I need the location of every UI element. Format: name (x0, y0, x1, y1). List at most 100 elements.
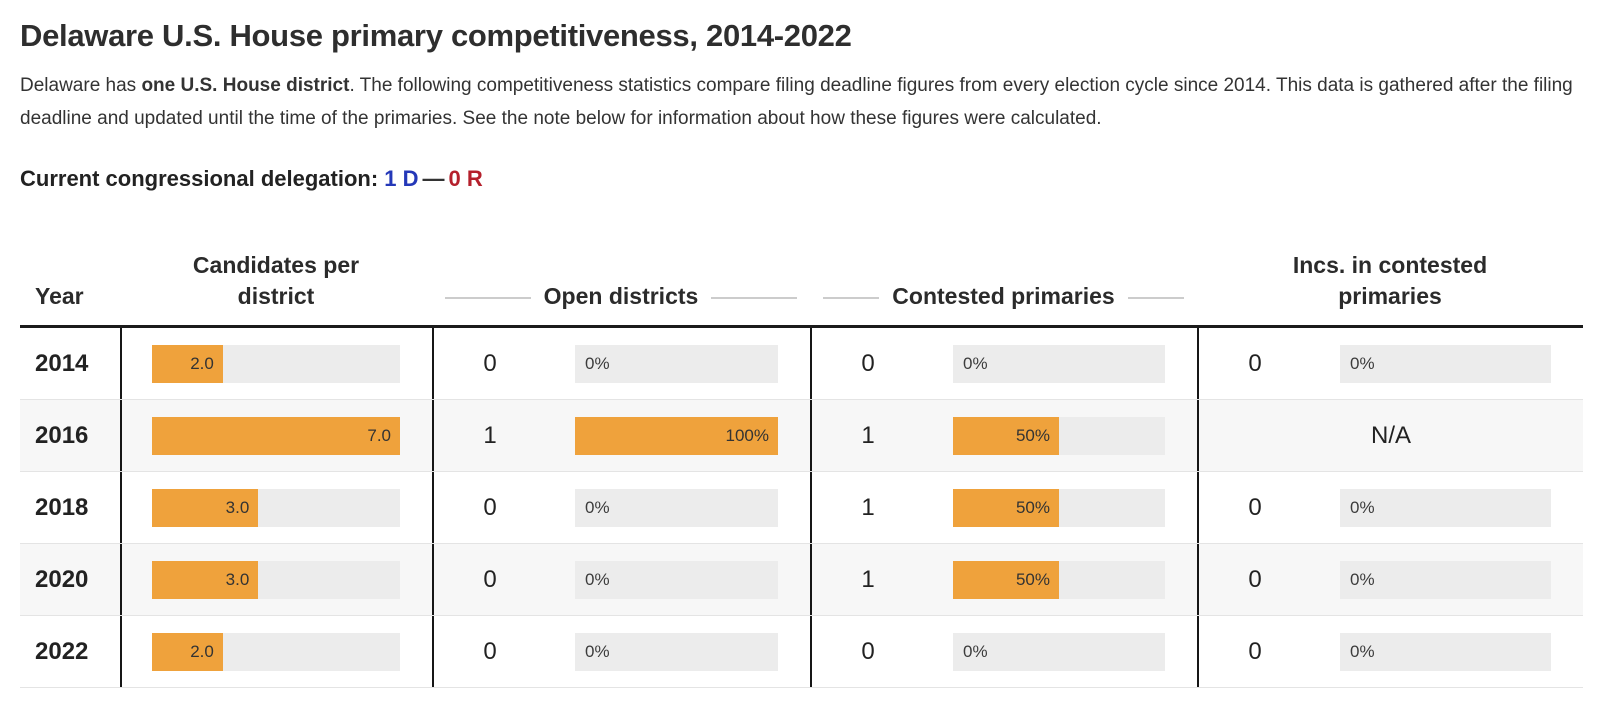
count-value: 0 (1248, 565, 1262, 593)
year-cell: 2022 (35, 637, 89, 665)
header-year: Year (35, 283, 84, 309)
bar-fill: 100% (575, 416, 778, 455)
bar-area: 50% (953, 560, 1165, 599)
bar-track: 50% (953, 560, 1165, 599)
header-open-districts: Open districts (432, 281, 810, 312)
bar-area: 0% (575, 560, 778, 599)
header-incs-in-contested-primaries: Incs. in contested primaries (1292, 252, 1488, 309)
count-value: 0 (1248, 637, 1262, 665)
competitiveness-table: Year Candidates per district Open distri… (20, 192, 1583, 688)
bar-area: 0% (575, 488, 778, 527)
open-districts-cell: 0 0% (432, 472, 810, 543)
delegation-dem-count: 1 D (384, 166, 419, 191)
bar-label: 50% (1015, 569, 1050, 589)
bar-label: 0% (585, 641, 610, 661)
bar-label: 0% (1350, 497, 1375, 517)
open-districts-cell: 0 0% (432, 616, 810, 687)
bar-track: 2.0 (152, 632, 400, 671)
count-value: 1 (483, 421, 497, 449)
contested-primaries-cell: 1 50% (810, 472, 1197, 543)
open-districts-cell: 0 0% (432, 328, 810, 399)
header-decoration-line (823, 297, 880, 299)
bar-track: 0% (575, 632, 778, 671)
candidates-cell: 7.0 (120, 400, 432, 471)
bar-track: 0% (953, 344, 1165, 383)
candidates-cell: 2.0 (120, 616, 432, 687)
bar-area: 0% (1340, 488, 1551, 527)
count-value: 0 (861, 637, 875, 665)
incs-cell: 0 0% (1197, 616, 1583, 687)
candidates-cell: 3.0 (120, 544, 432, 615)
header-candidates-per-district: Candidates per district (192, 252, 360, 309)
bar-label: 3.0 (225, 497, 250, 517)
bar-label: 0% (1350, 641, 1375, 661)
count-value: 0 (483, 637, 497, 665)
candidates-cell: 2.0 (120, 328, 432, 399)
delegation-label: Current congressional delegation: (20, 166, 379, 191)
bar-label: 3.0 (225, 569, 250, 589)
contested-primaries-cell: 1 50% (810, 400, 1197, 471)
count-value: 0 (483, 349, 497, 377)
na-value: N/A (1370, 421, 1411, 449)
intro-text-pre: Delaware has (20, 75, 142, 96)
table-row: 2022 2.0 0 0% 0 0% 0 0% (20, 616, 1583, 688)
bar-track: 50% (953, 488, 1165, 527)
bar-area: 0% (1340, 560, 1551, 599)
bar-fill: 50% (953, 488, 1059, 527)
header-decoration-line (711, 297, 797, 299)
count-value: 0 (1248, 493, 1262, 521)
bar-label: 7.0 (367, 425, 391, 445)
header-decoration-line (445, 297, 531, 299)
bar-label: 0% (585, 353, 610, 373)
count-value: 0 (483, 565, 497, 593)
bar-area: 50% (953, 416, 1165, 455)
bar-track: 0% (1340, 632, 1551, 671)
table-row: 2016 7.0 1 100% 1 50% N/A (20, 400, 1583, 472)
bar-fill: 3.0 (152, 560, 259, 599)
contested-primaries-cell: 0 0% (810, 328, 1197, 399)
incs-cell: N/A (1197, 400, 1583, 471)
count-value: 1 (861, 421, 875, 449)
year-cell: 2020 (35, 565, 89, 593)
bar-area: 2.0 (152, 632, 400, 671)
bar-area: 2.0 (152, 344, 400, 383)
bar-track: 0% (575, 560, 778, 599)
bar-track: 0% (953, 632, 1165, 671)
incs-cell: 0 0% (1197, 544, 1583, 615)
count-value: 1 (861, 493, 875, 521)
bar-label: 50% (1015, 497, 1050, 517)
bar-track: 7.0 (152, 416, 400, 455)
bar-track: 3.0 (152, 488, 400, 527)
count-value: 0 (1248, 349, 1262, 377)
bar-area: 7.0 (152, 416, 400, 455)
bar-label: 0% (585, 569, 610, 589)
candidates-cell: 3.0 (120, 472, 432, 543)
table-row: 2014 2.0 0 0% 0 0% 0 0% (20, 328, 1583, 400)
bar-area: 3.0 (152, 488, 400, 527)
year-cell: 2016 (35, 421, 89, 449)
delegation-separator: — (422, 166, 445, 191)
open-districts-cell: 1 100% (432, 400, 810, 471)
table-row: 2020 3.0 0 0% 1 50% 0 0% (20, 544, 1583, 616)
bar-fill: 3.0 (152, 488, 259, 527)
bar-label: 0% (1350, 353, 1375, 373)
bar-label: 0% (585, 497, 610, 517)
bar-track: 0% (575, 488, 778, 527)
bar-track: 0% (1340, 560, 1551, 599)
bar-area: 0% (575, 344, 778, 383)
bar-label: 0% (1350, 569, 1375, 589)
bar-track: 100% (575, 416, 778, 455)
bar-track: 3.0 (152, 560, 400, 599)
header-contested-primaries: Contested primaries (810, 281, 1197, 312)
bar-area: 100% (575, 416, 778, 455)
header-decoration-line (1127, 297, 1184, 299)
bar-area: 0% (953, 632, 1165, 671)
bar-fill: 50% (953, 560, 1059, 599)
delegation-line: Current congressional delegation: 1 D —0 … (20, 166, 1580, 192)
bar-area: 3.0 (152, 560, 400, 599)
bar-track: 50% (953, 416, 1165, 455)
delegation-rep-count: 0 R (448, 166, 483, 191)
bar-track: 0% (1340, 344, 1551, 383)
bar-area: 0% (1340, 344, 1551, 383)
count-value: 1 (861, 565, 875, 593)
